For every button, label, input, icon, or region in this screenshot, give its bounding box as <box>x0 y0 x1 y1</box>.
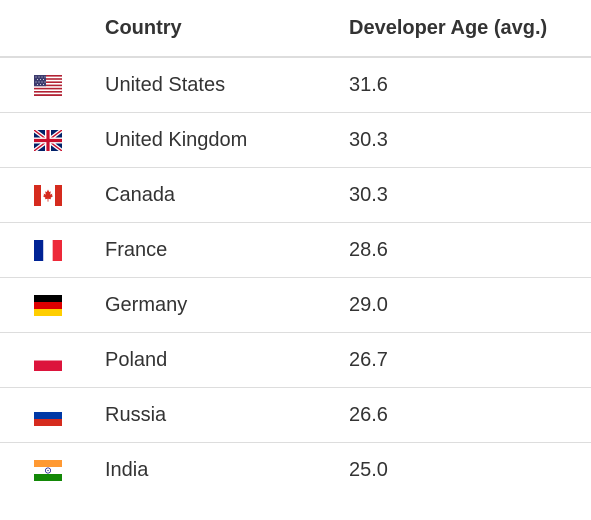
country-cell: France <box>105 238 168 261</box>
country-cell: United Kingdom <box>105 128 248 151</box>
age-cell: 28.6 <box>349 238 388 261</box>
table-row: Germany 29.0 <box>0 278 591 333</box>
table-row: Russia 26.6 <box>0 388 591 443</box>
age-cell: 31.6 <box>349 73 388 96</box>
table-row: Poland 26.7 <box>0 333 591 388</box>
uk-flag-icon <box>34 129 62 151</box>
country-cell: United States <box>105 73 226 96</box>
country-cell: Canada <box>105 183 176 206</box>
france-flag-icon <box>34 239 62 261</box>
country-cell: Russia <box>105 403 167 426</box>
us-flag-icon <box>34 74 62 96</box>
age-column-header: Developer Age (avg.) <box>349 16 548 39</box>
table-row: Canada 30.3 <box>0 168 591 223</box>
age-cell: 29.0 <box>349 293 388 316</box>
germany-flag-icon <box>34 294 62 316</box>
age-cell: 26.6 <box>349 403 388 426</box>
age-cell: 25.0 <box>349 459 388 481</box>
country-column-header: Country <box>105 16 182 39</box>
developer-age-table: Country Developer Age (avg.) <box>0 0 591 498</box>
age-cell: 30.3 <box>349 183 388 206</box>
poland-flag-icon <box>34 349 62 371</box>
table-row: United States 31.6 <box>0 58 591 113</box>
country-cell: Poland <box>105 348 168 371</box>
table-row: France 28.6 <box>0 223 591 278</box>
age-cell: 26.7 <box>349 348 388 371</box>
age-cell: 30.3 <box>349 128 388 151</box>
table-row: India 25.0 <box>0 443 591 498</box>
table-row: United Kingdom 30.3 <box>0 113 591 168</box>
canada-flag-icon <box>34 184 62 206</box>
india-flag-icon <box>34 460 62 481</box>
country-cell: India <box>105 459 149 481</box>
table-header: Country Developer Age (avg.) <box>0 0 591 58</box>
russia-flag-icon <box>34 404 62 426</box>
country-cell: Germany <box>105 293 188 316</box>
